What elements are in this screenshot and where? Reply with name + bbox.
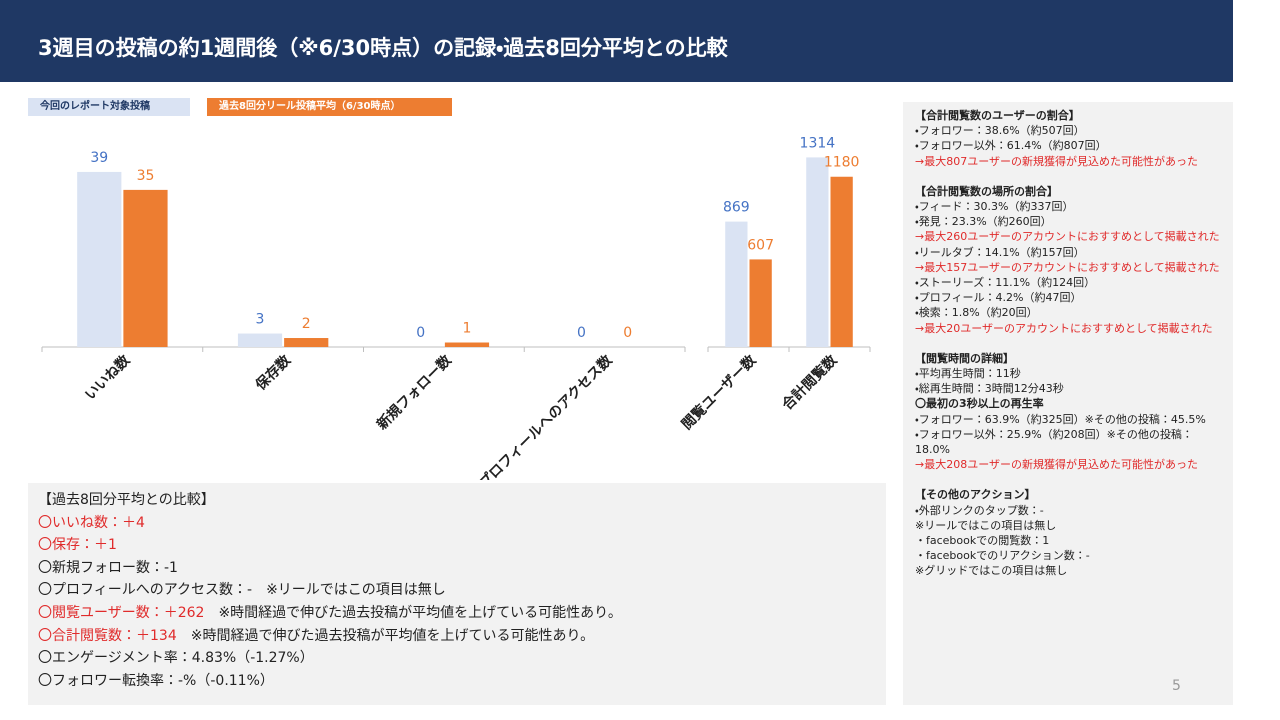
comparison-line: 〇フォロワー転換率：-%（-0.11%）	[38, 670, 876, 693]
side-panel: 【合計閲覧数のユーザーの割合】 ・フォロワー：38.6%（約507回） ・フォロワー…	[903, 102, 1233, 705]
side-line: ・フィード：30.3%（約337回）	[915, 200, 1074, 214]
legend-item: 過去8回分リール投稿平均（6/30時点）	[207, 98, 452, 116]
bar	[237, 333, 283, 347]
side-line: ・総再生時間：3時間12分43秒	[915, 382, 1064, 396]
comparison-note: ※時間経過で伸びた過去投稿が平均値を上げている可能性あり。	[218, 604, 622, 621]
comparison-text: 〇新規フォロー数：-1	[38, 559, 178, 576]
bar	[725, 221, 748, 347]
side-line: ・リールタブ：14.1%（約157回）	[915, 245, 1085, 259]
slide-title: 3週目の投稿の約1週間後（※6/30時点）の記録・過去8回分平均との比較	[38, 36, 728, 60]
x-tick-label: 閲覧ユーザー数	[678, 351, 760, 433]
comparison-text: 〇フォロワー転換率：-%（-0.11%）	[38, 672, 274, 689]
side-line: 【合計閲覧数のユーザーの割合】	[915, 109, 1080, 122]
side-line: →最大208ユーザーの新規獲得が見込めた可能性があった	[915, 458, 1198, 472]
comparison-text: 〇いいね数：＋4	[38, 514, 145, 531]
side-section: 【その他のアクション】 ・外部リンクのタップ数：- ※リールではこの項目は無し ・fa…	[915, 487, 1225, 578]
value-label: 1180	[824, 155, 860, 171]
value-label: 869	[723, 200, 750, 216]
side-section: 【合計閲覧数のユーザーの割合】 ・フォロワー：38.6%（約507回） ・フォロワー…	[915, 108, 1225, 169]
side-section: 【閲覧時間の詳細】 ・平均再生時間：11秒 ・総再生時間：3時間12分43秒 〇最初の…	[915, 351, 1225, 473]
side-line: ※リールではこの項目は無し	[915, 518, 1057, 532]
side-line: ・検索：1.8%（約20回）	[915, 306, 1038, 320]
side-line: 【その他のアクション】	[915, 488, 1036, 502]
side-line: ・フォロワー：38.6%（約507回）	[915, 124, 1085, 138]
side-line: →最大807ユーザーの新規獲得が見込めた可能性があった	[915, 154, 1198, 168]
comparison-line: 〇新規フォロー数：-1	[38, 557, 876, 580]
value-label: 1314	[800, 135, 836, 151]
side-line: ・フォロワー以外：25.9%（約208回）※その他の投稿：18.0%	[915, 427, 1193, 457]
side-line: ・フォロワー以外：61.4%（約807回）	[915, 139, 1107, 153]
side-line: ・プロフィール：4.2%（約47回）	[915, 291, 1082, 305]
x-tick-label: いいね数	[82, 351, 134, 403]
value-label: 607	[747, 237, 774, 253]
comparison-line: 〇合計閲覧数：＋134 ※時間経過で伸びた過去投稿が平均値を上げている可能性あり…	[38, 625, 876, 648]
comparison-text: 〇エンゲージメント率：4.83%（-1.27%）	[38, 650, 314, 667]
comparison-line: 〇いいね数：＋4	[38, 512, 876, 535]
bar	[444, 342, 490, 347]
value-label: 2	[302, 316, 311, 332]
comparison-text: 〇閲覧ユーザー数：＋262	[38, 604, 205, 621]
bar	[284, 338, 329, 347]
comparison-line: 〇プロフィールへのアクセス数：- ※リールではこの項目は無し	[38, 579, 876, 602]
side-line: ・平均再生時間：11秒	[915, 367, 1021, 381]
value-label: 39	[90, 150, 108, 166]
comparison-note: ※リールではこの項目は無し	[266, 582, 446, 599]
comparison-line: 〇エンゲージメント率：4.83%（-1.27%）	[38, 647, 876, 670]
side-line: →最大20ユーザーのアカウントにおすすめとして掲載された	[915, 321, 1213, 335]
value-label: 35	[137, 168, 155, 184]
side-line: →最大157ユーザーのアカウントにおすすめとして掲載された	[915, 260, 1220, 274]
side-line: ・発見：23.3%（約260回）	[915, 215, 1052, 229]
x-tick-label: 新規フォロー数	[373, 351, 456, 434]
side-line: ※グリッドではこの項目は無し	[915, 564, 1068, 578]
side-section: 【合計閲覧数の場所の割合】・フィード：30.3%（約337回） ・発見：23.3%…	[915, 184, 1225, 336]
value-label: 0	[623, 325, 632, 341]
value-label: 0	[577, 325, 586, 341]
comparison-note: ※時間経過で伸びた過去投稿が平均値を上げている可能性あり。	[190, 627, 595, 644]
value-label: 3	[256, 312, 265, 328]
side-line: →最大260ユーザーのアカウントにおすすめとして掲載された	[915, 230, 1220, 244]
bar	[830, 176, 853, 347]
x-tick-label: プロフィールへのアクセス数	[475, 351, 616, 480]
comparison-text: 〇プロフィールへのアクセス数：-	[38, 582, 253, 599]
x-tick-label: 合計閲覧数	[779, 351, 841, 413]
bar	[77, 171, 122, 347]
side-line: ・外部リンクのタップ数：-	[915, 503, 1044, 517]
legend-item: 今回のレポート対象投稿	[28, 98, 190, 116]
bar	[749, 259, 772, 347]
comparison-text: 〇合計閲覧数：＋134	[38, 627, 177, 644]
x-tick-label: 保存数	[252, 351, 295, 394]
side-line: 【合計閲覧数の場所の割合】	[915, 184, 1058, 198]
side-line: ・フォロワー：63.9%（約325回）※その他の投稿：45.5%	[915, 412, 1206, 426]
comparison-text: 〇保存：＋1	[38, 537, 117, 554]
page-number: 5	[1172, 678, 1181, 694]
comparison-title: 【過去8回分平均との比較】	[38, 492, 215, 508]
comparison-line: 〇閲覧ユーザー数：＋262 ※時間経過で伸びた過去投稿が平均値を上げている可能性…	[38, 602, 876, 625]
side-line: ・facebookでのリアクション数：-	[915, 549, 1090, 563]
bar	[806, 157, 829, 347]
comparison-line: 〇保存：＋1	[38, 534, 876, 557]
comparison-box: 【過去8回分平均との比較】 〇いいね数：＋4 〇保存：＋1 〇新規フォロー数：-1 〇…	[28, 483, 886, 705]
side-line: ・ストーリーズ：11.1%（約124回）	[915, 276, 1096, 290]
header-bar: 3週目の投稿の約1週間後（※6/30時点）の記録・過去8回分平均との比較	[0, 0, 1233, 82]
value-label: 1	[463, 321, 472, 337]
value-label: 0	[416, 325, 425, 341]
side-line: 〇最初の3秒以上の再生率	[915, 397, 1044, 411]
bar	[123, 189, 168, 347]
side-line: 【閲覧時間の詳細】	[915, 351, 1014, 365]
side-line: ・facebookでの閲覧数：1	[915, 534, 1050, 548]
